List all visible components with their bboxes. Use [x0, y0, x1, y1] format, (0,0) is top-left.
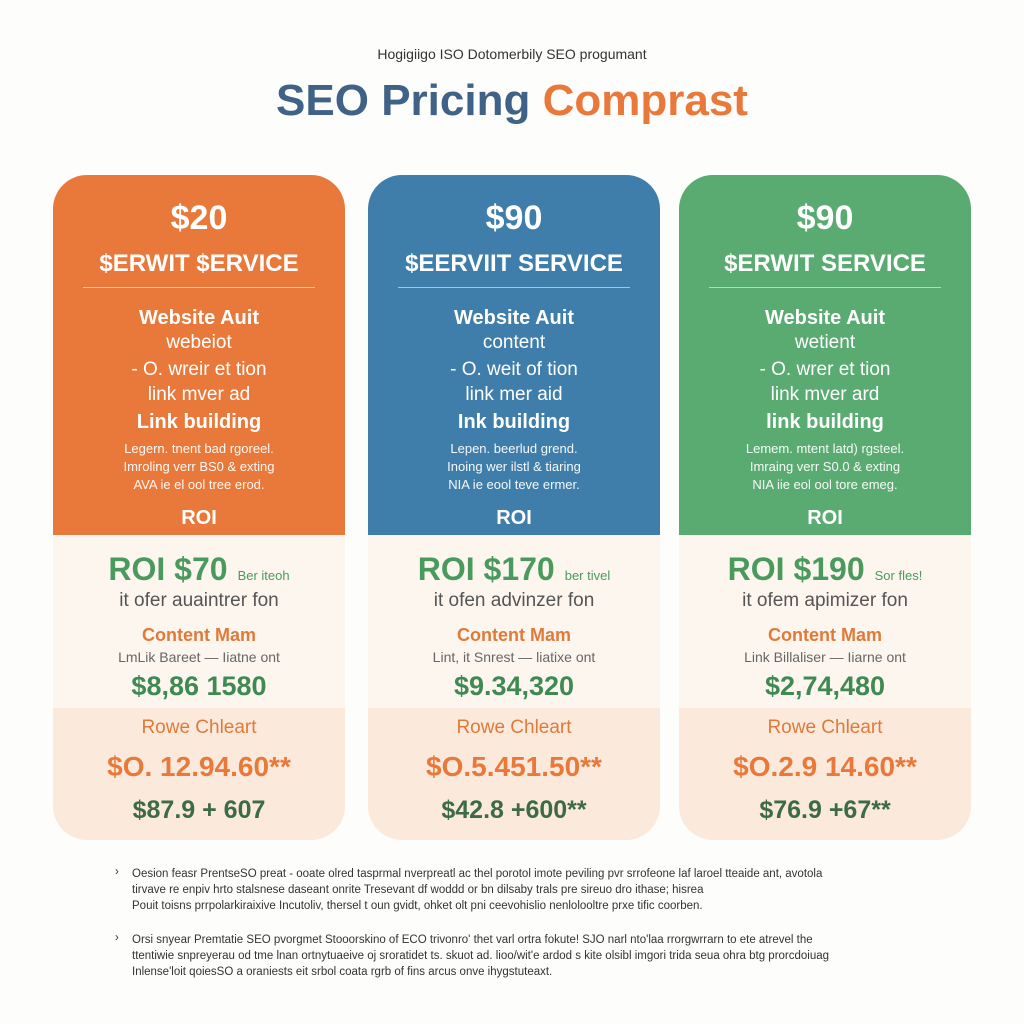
card-header-bg — [368, 175, 660, 535]
roi-value: ROI $170 — [417, 551, 555, 587]
pricing-card: $90 $ERWIT SERVICE Website Auit wetient - O.… — [679, 175, 971, 840]
total: $76.9 +67** — [759, 795, 891, 824]
description-line: NIA ie eool teve ermer. — [448, 476, 580, 492]
total: $42.8 +600** — [441, 795, 587, 824]
roi-label: ROI — [496, 507, 532, 529]
card-footer-bg — [53, 708, 345, 840]
pricing-card: $20 $ERWIT $ERVICE Website Auit webeiot - O.… — [53, 175, 345, 840]
note-line: tirvave re enpiv hrto stalsnese daseant … — [132, 884, 704, 896]
title-part: SEO Pricing — [276, 76, 531, 125]
card-footer-bg — [368, 708, 660, 840]
note-line: ttentiwie snpreyerau od tme lnan ortnytu… — [132, 950, 830, 962]
content-value: $9.34,320 — [453, 670, 575, 701]
route-value: $O. 12.94.60** — [107, 751, 291, 782]
price: $90 — [485, 199, 543, 237]
divider — [83, 287, 315, 288]
roi-note: Sor fles! — [874, 568, 923, 583]
content-label: Content Mam — [457, 625, 571, 645]
feature: link mer aid — [465, 383, 563, 405]
route-label: Rowe Chleart — [456, 716, 572, 738]
route-label: Rowe Chleart — [767, 716, 883, 738]
feature: Ink building — [457, 411, 571, 433]
pricing-card: $90 $EERVIIT SERVICE Website Auit content - … — [368, 175, 660, 840]
description-line: Lemem. mtent latd) rgsteel. — [745, 440, 905, 456]
description-line: NIA iie eol ool tore emeg. — [752, 476, 898, 492]
card-footer-bg — [679, 708, 971, 840]
roi-label: ROI — [181, 507, 217, 529]
roi-sub: it ofen advinzer fon — [433, 589, 595, 611]
service: $ERWIT $ERVICE — [99, 250, 299, 277]
route-value: $O.2.9 14.60** — [733, 751, 917, 782]
description-line: Legern. tnent bad rgoreel. — [124, 440, 274, 456]
card-header-bg — [53, 175, 345, 535]
roi-note: ber tivel — [564, 568, 611, 583]
roi-sub: it ofem apimizer fon — [742, 589, 908, 611]
content-sub: LmLik Bareet — Iiatne ont — [118, 649, 280, 665]
divider — [709, 287, 941, 288]
content-sub: Link Billaliser — Iiarne ont — [744, 649, 906, 665]
route-label: Rowe Chleart — [141, 716, 257, 738]
total: $87.9 + 607 — [132, 795, 266, 824]
content-sub: Lint, it Snrest — liatixe ont — [432, 649, 596, 665]
feature: Website Auit — [764, 307, 885, 329]
content-value: $8,86 1580 — [131, 670, 267, 701]
content-value: $2,74,480 — [764, 670, 886, 701]
note-line: Pouit toisns prrpolarkiraixive Incutoliv… — [132, 900, 703, 912]
title-part: Comprast — [542, 76, 748, 125]
feature: webeiot — [166, 331, 232, 353]
feature: content — [482, 331, 546, 353]
notes: Oesion feasr PrentseSO preat - ooate olr… — [115, 866, 935, 998]
description-line: Imraing verr S0.0 & exting — [749, 458, 901, 474]
description-line: Lepen. beerlud grend. — [450, 440, 578, 456]
roi-note: Ber iteoh — [237, 568, 290, 583]
roi-label: ROI — [807, 507, 843, 529]
price: $90 — [796, 199, 854, 237]
description-line: AVA ie el ool tree erod. — [133, 476, 265, 492]
title: SEO Pricing Comprast — [0, 76, 1024, 126]
roi-value: ROI $70 — [108, 551, 228, 587]
roi-row: ROI $70 Ber iteoh — [53, 553, 345, 585]
note: Oesion feasr PrentseSO preat - ooate olr… — [115, 866, 935, 914]
route-value: $O.5.451.50** — [426, 751, 602, 782]
subtitle: Hogigiigo ISO Dotomerbily SEO progumant — [377, 46, 647, 62]
note-line: Inlense'loit qoiesSO a oraniests eit srb… — [132, 966, 553, 978]
divider — [398, 287, 630, 288]
feature: link mver ad — [147, 383, 251, 405]
description-line: Imroling verr BS0 & exting — [123, 458, 275, 474]
price: $20 — [170, 199, 228, 237]
note-line: Orsi snyear Premtatie SEO pvorgmet Stooo… — [132, 934, 813, 946]
feature: Website Auit — [138, 307, 259, 329]
description-line: Inoing wer ilstl & tiaring — [447, 458, 581, 474]
note-line: Oesion feasr PrentseSO preat - ooate olr… — [132, 868, 823, 880]
feature: link mver ard — [770, 383, 880, 405]
feature: - O. weit of tion — [450, 358, 578, 380]
roi-sub: it ofer auaintrer fon — [119, 589, 279, 611]
note: Orsi snyear Premtatie SEO pvorgmet Stooo… — [115, 932, 935, 980]
service: $EERVIIT SERVICE — [405, 250, 623, 277]
roi-row: ROI $190 Sor fles! — [679, 553, 971, 585]
content-label: Content Mam — [142, 625, 256, 645]
roi-row: ROI $170 ber tivel — [368, 553, 660, 585]
feature: wetient — [794, 331, 856, 353]
content-label: Content Mam — [768, 625, 882, 645]
service: $ERWIT SERVICE — [724, 250, 926, 277]
roi-value: ROI $190 — [727, 551, 865, 587]
card-header-bg — [679, 175, 971, 535]
feature: - O. wreir et tion — [131, 358, 267, 380]
feature: link building — [766, 411, 884, 433]
feature: Link building — [136, 411, 262, 433]
feature: - O. wrer et tion — [759, 358, 891, 380]
feature: Website Auit — [453, 307, 574, 329]
